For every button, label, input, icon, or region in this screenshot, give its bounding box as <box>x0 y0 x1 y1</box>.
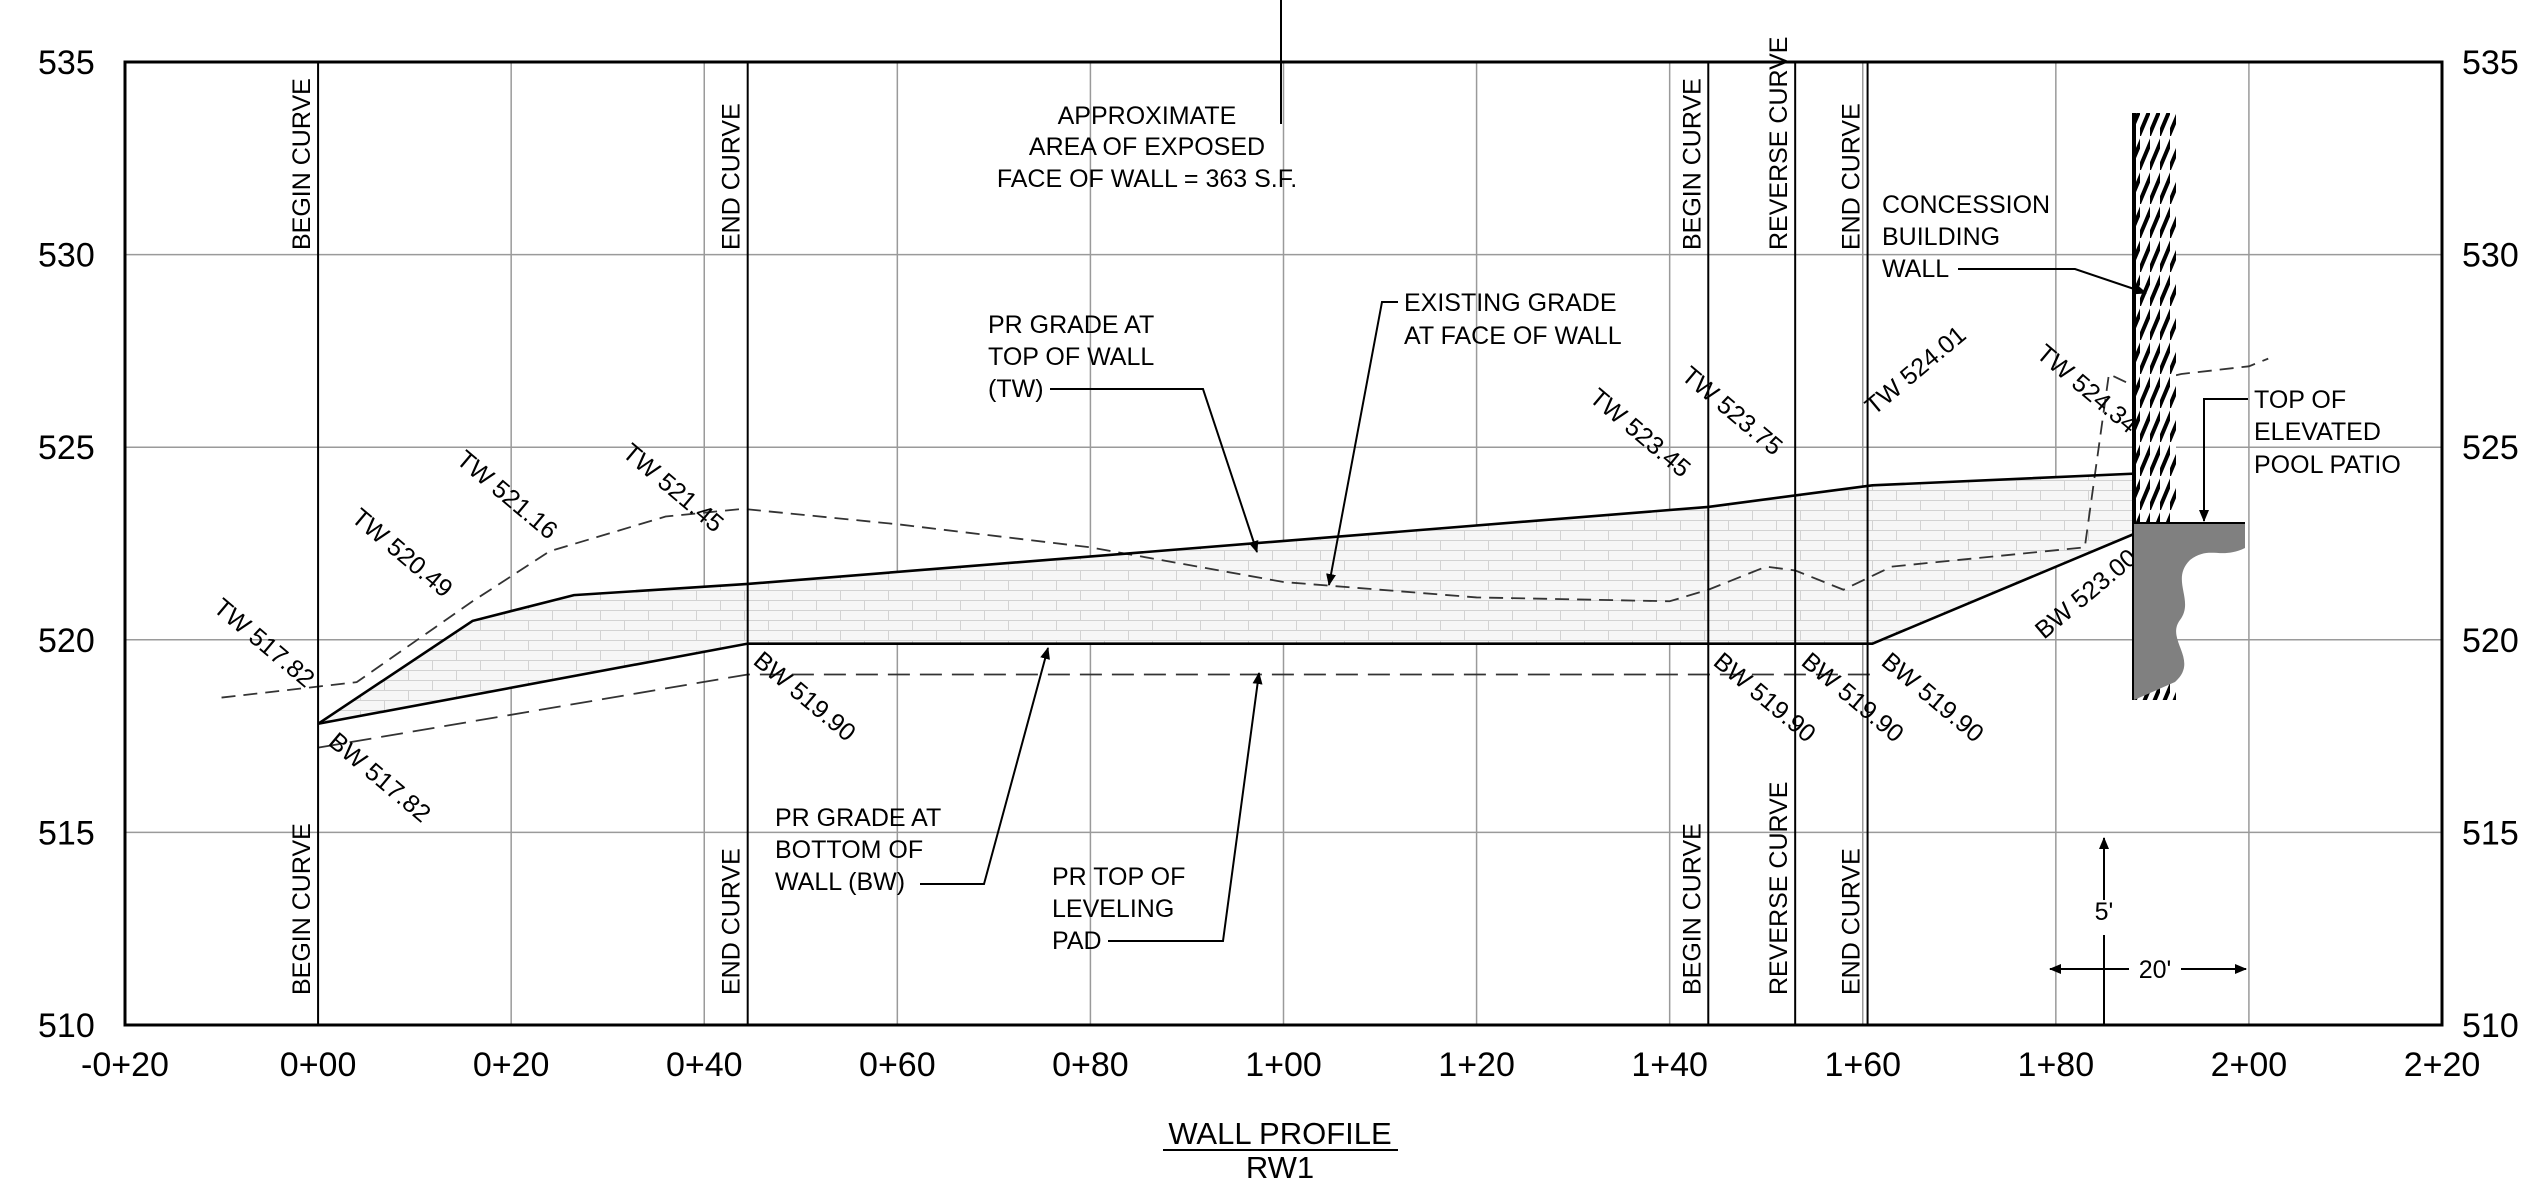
x-tick-label: 0+40 <box>666 1046 743 1084</box>
tw-elevation-label: TW 524.34 <box>2031 339 2143 439</box>
scale-bar-horizontal-label: 20' <box>2139 956 2172 984</box>
svg-text:POOL PATIO: POOL PATIO <box>2254 451 2401 479</box>
svg-text:WALL (BW): WALL (BW) <box>775 868 905 896</box>
curve-label-bottom: BEGIN CURVE <box>288 823 316 995</box>
x-axis-labels: -0+20 0+00 0+20 0+40 0+60 0+80 1+00 1+20 1+40 1+6… <box>81 1046 2480 1084</box>
svg-text:PR TOP OF: PR TOP OF <box>1052 863 1185 891</box>
svg-text:AT FACE OF WALL: AT FACE OF WALL <box>1404 322 1622 350</box>
x-tick-label: 2+00 <box>2211 1046 2288 1084</box>
svg-text:TOP OF WALL: TOP OF WALL <box>988 343 1154 371</box>
drawing-frame <box>123 60 2444 1027</box>
svg-text:BUILDING: BUILDING <box>1882 223 2000 251</box>
svg-text:PR GRADE AT: PR GRADE AT <box>988 311 1154 339</box>
tw-elevation-label: TW 517.82 <box>208 593 320 693</box>
grid <box>123 60 2444 1027</box>
curve-label-top: BEGIN CURVE <box>1678 78 1706 250</box>
y-tick-label: 535 <box>2462 44 2519 82</box>
curve-label-bottom: REVERSE CURVE <box>1765 782 1793 996</box>
note-pool-patio: TOP OF ELEVATED POOL PATIO <box>2199 386 2401 522</box>
x-tick-label: 1+80 <box>2018 1046 2095 1084</box>
x-tick-label: 2+20 <box>2404 1046 2481 1084</box>
note-pr-grade-bottom: PR GRADE AT BOTTOM OF WALL (BW) <box>775 647 1050 896</box>
curve-label-bottom: BEGIN CURVE <box>1678 823 1706 995</box>
tw-elevation-label: TW 523.45 <box>1584 383 1696 483</box>
svg-text:LEVELING: LEVELING <box>1052 895 1174 923</box>
y-axis-labels-left: 535 530 525 520 515 510 <box>38 44 95 1045</box>
note-leveling-pad: PR TOP OF LEVELING PAD <box>1052 672 1263 955</box>
x-tick-label: 1+20 <box>1438 1046 1515 1084</box>
y-tick-label: 510 <box>38 1007 95 1045</box>
curve-label-top: END CURVE <box>718 103 746 250</box>
curve-label-top: REVERSE CURVE <box>1765 37 1793 251</box>
y-tick-label: 530 <box>2462 237 2519 275</box>
svg-text:AREA OF EXPOSED: AREA OF EXPOSED <box>1029 133 1265 161</box>
tw-elevation-label: TW 520.49 <box>346 503 458 603</box>
curve-marker-labels: BEGIN CURVE BEGIN CURVE END CURVE END CURVE… <box>288 37 1865 996</box>
leveling-pad-line <box>317 673 1873 749</box>
y-tick-label: 515 <box>2462 814 2519 852</box>
svg-text:CONCESSION: CONCESSION <box>1882 191 2050 219</box>
concession-building-wall <box>2132 113 2245 700</box>
curve-label-top: END CURVE <box>1838 103 1866 250</box>
wall-face-fill <box>318 472 2158 724</box>
title-main: WALL PROFILE <box>1168 1116 1391 1151</box>
wall-face-area <box>318 472 2158 724</box>
drawing-title: WALL PROFILE RW1 <box>1163 1116 1398 1180</box>
bw-elevation-label: BW 519.90 <box>748 646 861 747</box>
x-tick-label: 1+00 <box>1245 1046 1322 1084</box>
svg-text:PAD: PAD <box>1052 927 1102 955</box>
svg-text:FACE OF WALL = 363 S.F.: FACE OF WALL = 363 S.F. <box>997 165 1297 193</box>
y-tick-label: 510 <box>2462 1007 2519 1045</box>
y-axis-labels-right: 535 530 525 520 515 510 <box>2462 44 2519 1045</box>
svg-text:BOTTOM OF: BOTTOM OF <box>775 836 923 864</box>
y-tick-label: 520 <box>38 622 95 660</box>
svg-text:APPROXIMATE: APPROXIMATE <box>1058 102 1237 130</box>
y-tick-label: 520 <box>2462 622 2519 660</box>
y-tick-label: 515 <box>38 814 95 852</box>
x-tick-label: 1+40 <box>1631 1046 1708 1084</box>
y-tick-label: 535 <box>38 44 95 82</box>
scale-bar-vertical-label: 5' <box>2095 898 2114 926</box>
x-tick-label: 0+20 <box>473 1046 550 1084</box>
svg-text:(TW): (TW) <box>988 375 1044 403</box>
svg-text:ELEVATED: ELEVATED <box>2254 418 2381 446</box>
x-tick-label: 0+00 <box>280 1046 357 1084</box>
curve-label-top: BEGIN CURVE <box>288 78 316 250</box>
tw-elevation-label: TW 521.16 <box>451 445 563 545</box>
curve-label-bottom: END CURVE <box>1838 848 1866 995</box>
tw-elevation-label: TW 524.01 <box>1860 321 1972 421</box>
note-concession-building: CONCESSION BUILDING WALL <box>1882 191 2147 295</box>
scale-bar: 5' 20' <box>2049 837 2247 1025</box>
title-sub: RW1 <box>1246 1150 1314 1180</box>
svg-text:TOP OF: TOP OF <box>2254 386 2346 414</box>
curve-label-bottom: END CURVE <box>718 848 746 995</box>
y-tick-label: 525 <box>2462 429 2519 467</box>
bw-elevation-label: BW 517.82 <box>323 727 436 828</box>
svg-text:EXISTING GRADE: EXISTING GRADE <box>1404 289 1617 317</box>
tw-elevation-label: TW 523.75 <box>1676 361 1788 461</box>
bottom-of-wall-line <box>317 523 2158 726</box>
profile-lines <box>221 62 2269 1025</box>
svg-text:PR GRADE AT: PR GRADE AT <box>775 804 941 832</box>
note-exposed-area: APPROXIMATE AREA OF EXPOSED FACE OF WALL… <box>997 0 1297 193</box>
x-tick-label: 0+80 <box>1052 1046 1129 1084</box>
note-existing-grade: EXISTING GRADE AT FACE OF WALL <box>1326 289 1622 586</box>
x-tick-label: 0+60 <box>859 1046 936 1084</box>
note-pr-grade-top: PR GRADE AT TOP OF WALL (TW) <box>988 311 1259 553</box>
svg-text:WALL: WALL <box>1882 255 1949 283</box>
y-tick-label: 530 <box>38 237 95 275</box>
tw-elevation-label: TW 521.45 <box>617 438 729 538</box>
x-tick-label: 1+60 <box>1824 1046 1901 1084</box>
x-tick-label: -0+20 <box>81 1046 169 1084</box>
y-tick-label: 525 <box>38 429 95 467</box>
